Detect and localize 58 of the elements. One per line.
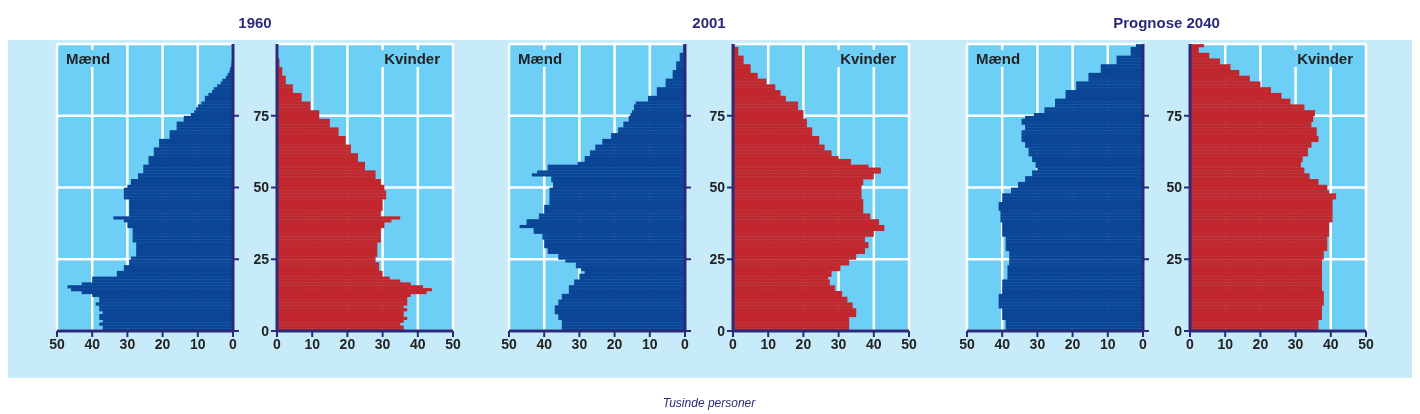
x-tick-label: 30 bbox=[1029, 335, 1046, 352]
y-tick-label: 25 bbox=[253, 251, 270, 268]
chart-title: Prognose 2040 bbox=[1112, 14, 1221, 31]
x-tick-label: 30 bbox=[571, 335, 588, 352]
x-tick-label: 0 bbox=[1186, 335, 1195, 352]
x-tick-label: 30 bbox=[374, 335, 391, 352]
x-tick-label: 20 bbox=[339, 335, 356, 352]
y-tick-label: 75 bbox=[1166, 107, 1183, 124]
y-tick-label: 75 bbox=[709, 107, 726, 124]
x-tick-label: 40 bbox=[536, 335, 553, 352]
x-tick-label: 0 bbox=[729, 335, 738, 352]
x-tick-label: 50 bbox=[445, 335, 461, 352]
x-tick-label: 10 bbox=[190, 335, 206, 352]
x-tick-label: 20 bbox=[606, 335, 623, 352]
x-tick-label: 50 bbox=[959, 335, 975, 352]
y-tick-label: 0 bbox=[261, 322, 270, 339]
x-tick-label: 20 bbox=[795, 335, 812, 352]
x-tick-label: 0 bbox=[273, 335, 282, 352]
y-tick-label: 0 bbox=[717, 322, 726, 339]
x-tick-label: 50 bbox=[49, 335, 65, 352]
annotation: Mænd bbox=[973, 50, 1024, 67]
y-tick-label: 75 bbox=[253, 107, 270, 124]
y-tick-label: 25 bbox=[709, 251, 726, 268]
x-tick-label: 40 bbox=[84, 335, 101, 352]
x-tick-label: 10 bbox=[642, 335, 658, 352]
x-tick-label: 0 bbox=[229, 335, 238, 352]
x-tick-label: 40 bbox=[1323, 335, 1339, 352]
annotation: Mænd bbox=[63, 50, 114, 67]
x-tick-label: 20 bbox=[1252, 335, 1269, 352]
annotation: Mænd bbox=[515, 50, 566, 67]
x-tick-label: 50 bbox=[501, 335, 517, 352]
chart-title: 2001 bbox=[691, 14, 727, 31]
x-tick-label: 10 bbox=[760, 335, 777, 352]
x-tick-label: 10 bbox=[1100, 335, 1116, 352]
x-tick-label: 0 bbox=[681, 335, 690, 352]
y-tick-label: 0 bbox=[1174, 322, 1183, 339]
chart-title: 1960 bbox=[237, 14, 273, 31]
y-tick-label: 50 bbox=[709, 179, 726, 196]
x-tick-label: 20 bbox=[1064, 335, 1081, 352]
x-tick-label: 30 bbox=[830, 335, 847, 352]
x-tick-label: 30 bbox=[119, 335, 136, 352]
x-tick-label: 40 bbox=[866, 335, 882, 352]
x-tick-label: 20 bbox=[154, 335, 171, 352]
annotation: Kvinder bbox=[1294, 50, 1356, 67]
x-tick-label: 30 bbox=[1287, 335, 1304, 352]
x-tick-label: 50 bbox=[1358, 335, 1374, 352]
x-tick-label: 40 bbox=[410, 335, 426, 352]
y-tick-label: 50 bbox=[253, 179, 270, 196]
x-axis-title: Tusinde personer bbox=[661, 396, 757, 410]
annotation: Kvinder bbox=[381, 50, 443, 67]
y-tick-label: 25 bbox=[1166, 251, 1183, 268]
x-tick-label: 10 bbox=[1217, 335, 1234, 352]
y-tick-label: 50 bbox=[1166, 179, 1183, 196]
annotation: Kvinder bbox=[837, 50, 899, 67]
x-tick-label: 40 bbox=[994, 335, 1011, 352]
x-tick-label: 50 bbox=[901, 335, 917, 352]
x-tick-label: 0 bbox=[1139, 335, 1148, 352]
x-tick-label: 10 bbox=[304, 335, 321, 352]
